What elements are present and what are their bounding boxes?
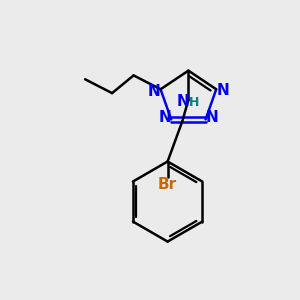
Text: N: N [159, 110, 171, 124]
Text: N: N [206, 110, 218, 124]
Text: Br: Br [158, 177, 177, 192]
Text: N: N [177, 94, 189, 109]
Text: H: H [189, 97, 200, 110]
Text: N: N [217, 83, 230, 98]
Text: N: N [147, 84, 160, 99]
